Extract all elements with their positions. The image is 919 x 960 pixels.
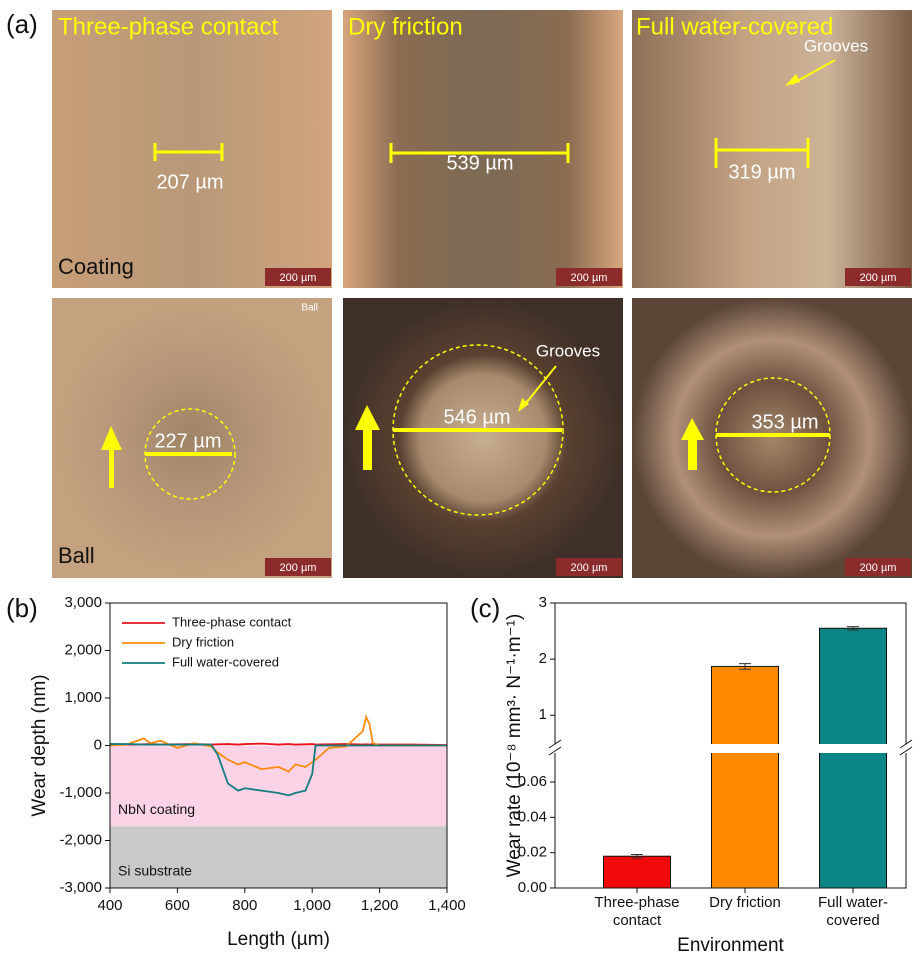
bar (820, 628, 887, 745)
y-axis-title: Wear depth (nm) (29, 674, 50, 816)
legend-label: Three-phase contact (172, 614, 292, 629)
x-tick-label: 800 (232, 897, 257, 914)
chart: (a) Three-phase contact Dry friction Ful… (0, 0, 919, 960)
width-label: 353 µm (751, 411, 818, 433)
x-tick-label: 600 (165, 897, 190, 914)
x-tick-label: 400 (97, 897, 122, 914)
width-label: 319 µm (728, 161, 795, 183)
micrographs: (a) Three-phase contact Dry friction Ful… (6, 9, 912, 578)
y-tick-label: 2 (539, 650, 547, 667)
column-title: Dry friction (348, 13, 463, 40)
panel-label: (b) (6, 593, 38, 623)
x-tick-label: 1,000 (293, 897, 331, 914)
x-tick-label: Dry friction (685, 894, 805, 912)
image (632, 298, 912, 578)
row-label: Ball (58, 543, 95, 568)
x-tick-label: 1,200 (361, 897, 399, 914)
y-tick-label: 1 (539, 706, 547, 723)
y-tick-label: -1,000 (59, 784, 102, 801)
width-label: 227 µm (154, 430, 221, 452)
panel-label: (c) (470, 593, 500, 623)
figure: (a) Three-phase contact Dry friction Ful… (0, 0, 919, 960)
legend-label: Full water-covered (172, 654, 279, 669)
scale-label: 200 µm (571, 272, 608, 284)
region-label: Si substrate (118, 863, 192, 879)
x-tick-label: Three-phase contact (577, 894, 697, 930)
scale-label: 200 µm (280, 272, 317, 284)
y-tick-label: -2,000 (59, 831, 102, 848)
annotation: Grooves (536, 341, 600, 360)
axis-break (547, 744, 914, 753)
bar (712, 666, 779, 745)
x-axis-title: Length (µm) (227, 929, 330, 950)
x-tick-label: Full water-covered (793, 894, 913, 930)
x-tick-label: 1,400 (428, 897, 466, 914)
image (343, 10, 623, 288)
y-tick-label: 2,000 (64, 641, 102, 658)
x-axis-title: Environment (677, 935, 784, 956)
width-label: 207 µm (156, 171, 223, 193)
y-axis-title: Wear rate (10⁻⁸ mm³· N⁻¹·m⁻¹) (504, 614, 525, 878)
scale-label: 200 µm (280, 562, 317, 574)
y-tick-label: 0.00 (518, 879, 547, 896)
column-title: Three-phase contact (58, 13, 278, 40)
scale-label: 200 µm (860, 562, 897, 574)
row-label: Coating (58, 254, 134, 279)
region (110, 826, 447, 888)
image (52, 10, 332, 288)
y-tick-label: 3,000 (64, 594, 102, 611)
scale-label: 200 µm (571, 562, 608, 574)
region-label: NbN coating (118, 801, 195, 817)
annotation: Grooves (804, 36, 868, 55)
bar (820, 752, 887, 888)
legend-label: Dry friction (172, 634, 234, 649)
scale-label: 200 µm (860, 272, 897, 284)
y-tick-label: 1,000 (64, 689, 102, 706)
y-tick-label: 0 (94, 736, 102, 753)
bar (604, 856, 671, 888)
panel-label: (a) (6, 9, 38, 39)
width-label: 546 µm (443, 406, 510, 428)
y-tick-label: -3,000 (59, 879, 102, 896)
bar (712, 752, 779, 888)
image (343, 298, 623, 578)
width-label: 539 µm (446, 152, 513, 174)
y-tick-label: 3 (539, 594, 547, 611)
image-tag: Ball (301, 303, 318, 314)
